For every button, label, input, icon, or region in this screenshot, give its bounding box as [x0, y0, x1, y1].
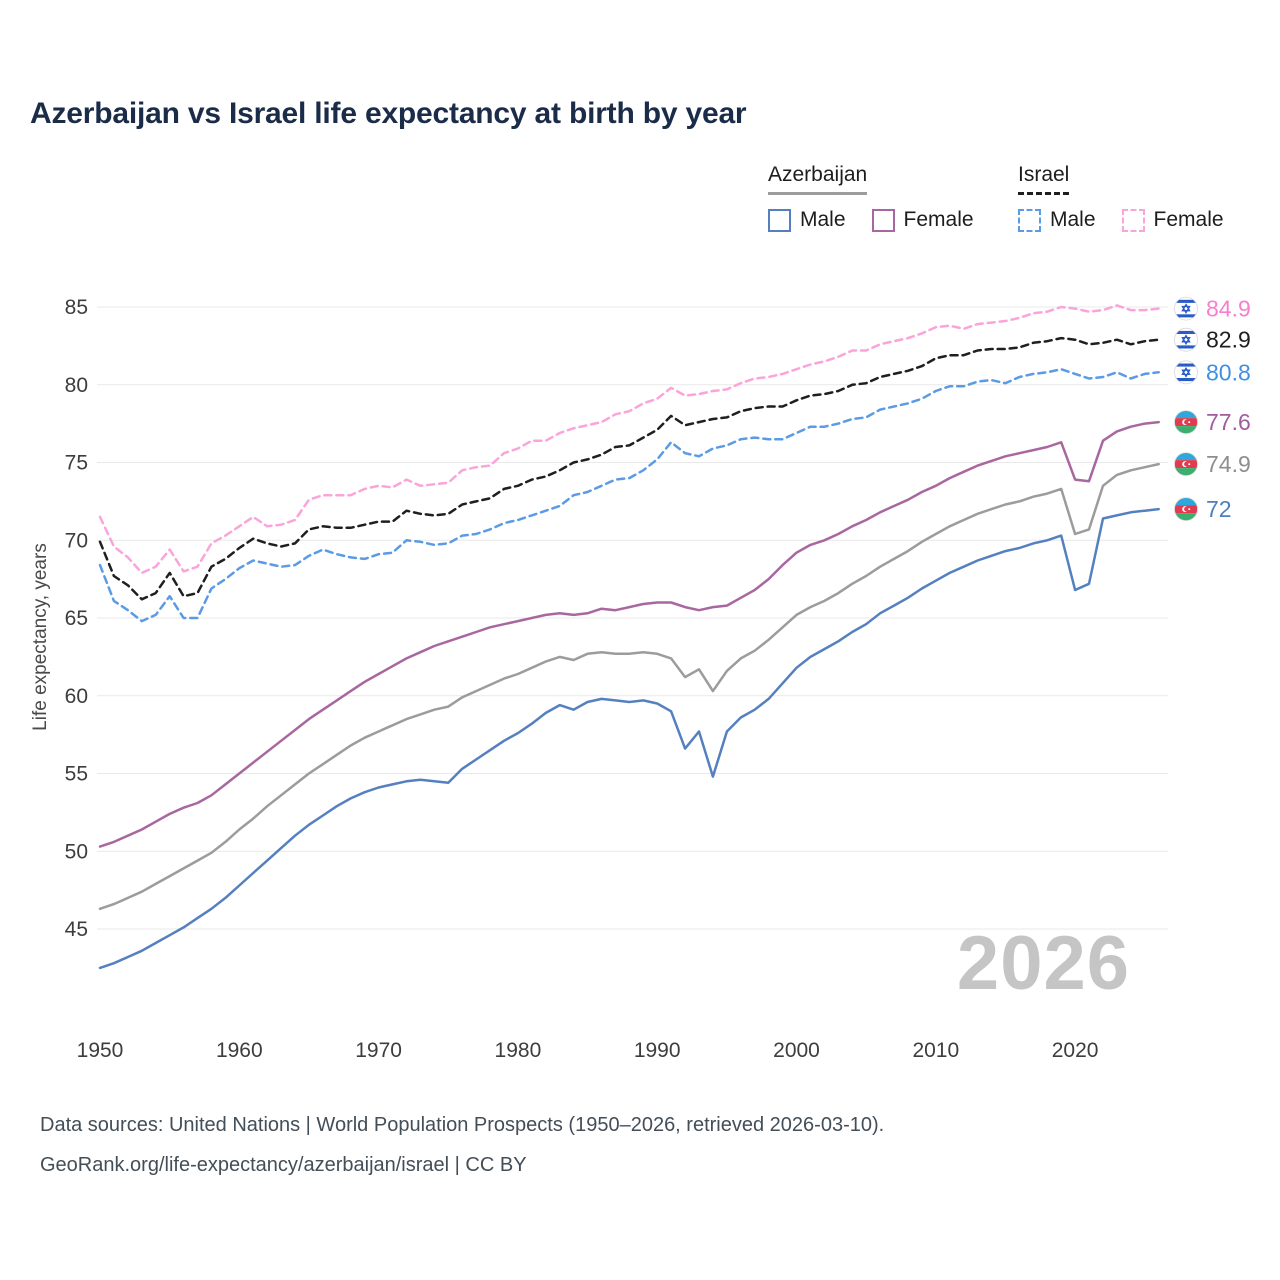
legend-items-azerbaijan: Male Female [768, 208, 974, 232]
israel-flag-icon [1174, 328, 1198, 352]
series-line-azerbaijan-female [98, 420, 1160, 848]
legend-group-label: Azerbaijan [768, 163, 868, 186]
legend-group-azerbaijan: Azerbaijan Male Female [768, 163, 974, 232]
x-tick-1970: 1970 [355, 1039, 402, 1062]
chart-title: Azerbaijan vs Israel life expectancy at … [30, 97, 747, 130]
legend-label-israel-female: Female [1153, 208, 1224, 231]
legend-swatch-azerbaijan-female [871, 208, 895, 232]
legend-swatch-israel-female [1121, 208, 1145, 232]
y-axis-tick-labels: 45 50 55 60 65 70 75 80 85 [65, 296, 88, 941]
gridlines [97, 306, 1168, 930]
legend-swatch-israel-male [1018, 208, 1041, 232]
y-tick-45: 45 [65, 918, 88, 941]
y-axis-title: Life expectancy, years [30, 543, 51, 731]
x-tick-2010: 2010 [912, 1039, 959, 1062]
y-tick-85: 85 [65, 296, 88, 319]
y-tick-75: 75 [65, 452, 88, 475]
end-value-israel-total: 82.9 [1206, 327, 1251, 353]
x-tick-1950: 1950 [77, 1039, 124, 1062]
end-label-azerbaijan-female: 77.6 [1174, 409, 1251, 435]
end-value-azerbaijan-male: 72 [1206, 496, 1232, 522]
end-value-azerbaijan-total: 74.9 [1206, 451, 1251, 477]
end-label-israel-male: 80.8 [1174, 359, 1251, 385]
x-tick-2000: 2000 [773, 1039, 820, 1062]
y-axis-title-text: Life expectancy, years [30, 543, 51, 731]
watermark-year: 2026 [956, 921, 1130, 1006]
series-end-labels: 84.9 82.9 80.8 77.6 74.9 72 [1174, 296, 1251, 522]
x-axis-tick-labels: 1950 1960 1970 1980 1990 2000 2010 2020 [77, 1039, 1099, 1062]
footer-data-sources: Data sources: United Nations | World Pop… [40, 1114, 885, 1136]
azerbaijan-flag-icon [1174, 410, 1198, 434]
legend-group-label: Israel [1018, 163, 1070, 186]
end-label-azerbaijan-male: 72 [1174, 496, 1232, 522]
series-line-israel-male [98, 367, 1160, 623]
y-tick-70: 70 [65, 529, 88, 552]
end-label-israel-total: 82.9 [1174, 327, 1251, 353]
israel-flag-icon [1174, 360, 1198, 384]
x-tick-1960: 1960 [216, 1039, 263, 1062]
legend-swatch-azerbaijan-male [768, 208, 791, 232]
series-lines [98, 304, 1160, 970]
legend-rule-dashed [1018, 192, 1070, 195]
end-label-azerbaijan-total: 74.9 [1174, 451, 1251, 477]
legend-header-azerbaijan: Azerbaijan [768, 163, 879, 195]
legend-label-azerbaijan-male: Male [800, 208, 846, 231]
legend-label-israel-male: Male [1050, 208, 1096, 231]
legend-rule-solid [768, 192, 868, 195]
footer: Data sources: United Nations | World Pop… [40, 1105, 884, 1185]
y-tick-55: 55 [65, 763, 88, 786]
y-tick-65: 65 [65, 607, 88, 630]
legend-header-israel: Israel [1018, 163, 1081, 195]
footer-attribution: GeoRank.org/life-expectancy/azerbaijan/i… [40, 1154, 527, 1176]
legend-label-azerbaijan-female: Female [903, 208, 974, 231]
end-value-azerbaijan-female: 77.6 [1206, 409, 1251, 435]
end-value-israel-female: 84.9 [1206, 296, 1251, 322]
series-line-israel-total [98, 336, 1160, 601]
azerbaijan-flag-icon [1174, 497, 1198, 521]
legend-group-israel: Israel Male Female [1018, 163, 1224, 232]
x-tick-1990: 1990 [634, 1039, 681, 1062]
end-label-israel-female: 84.9 [1174, 296, 1251, 322]
y-tick-50: 50 [65, 840, 88, 863]
series-line-azerbaijan-total [98, 462, 1160, 911]
series-line-israel-female [98, 304, 1160, 575]
x-tick-1980: 1980 [495, 1039, 542, 1062]
azerbaijan-flag-icon [1174, 452, 1198, 476]
y-tick-60: 60 [65, 685, 88, 708]
x-tick-2020: 2020 [1052, 1039, 1099, 1062]
y-tick-80: 80 [65, 374, 88, 397]
end-value-israel-male: 80.8 [1206, 359, 1251, 385]
series-line-azerbaijan-male [98, 507, 1160, 970]
legend-items-israel: Male Female [1018, 208, 1224, 232]
israel-flag-icon [1174, 297, 1198, 321]
